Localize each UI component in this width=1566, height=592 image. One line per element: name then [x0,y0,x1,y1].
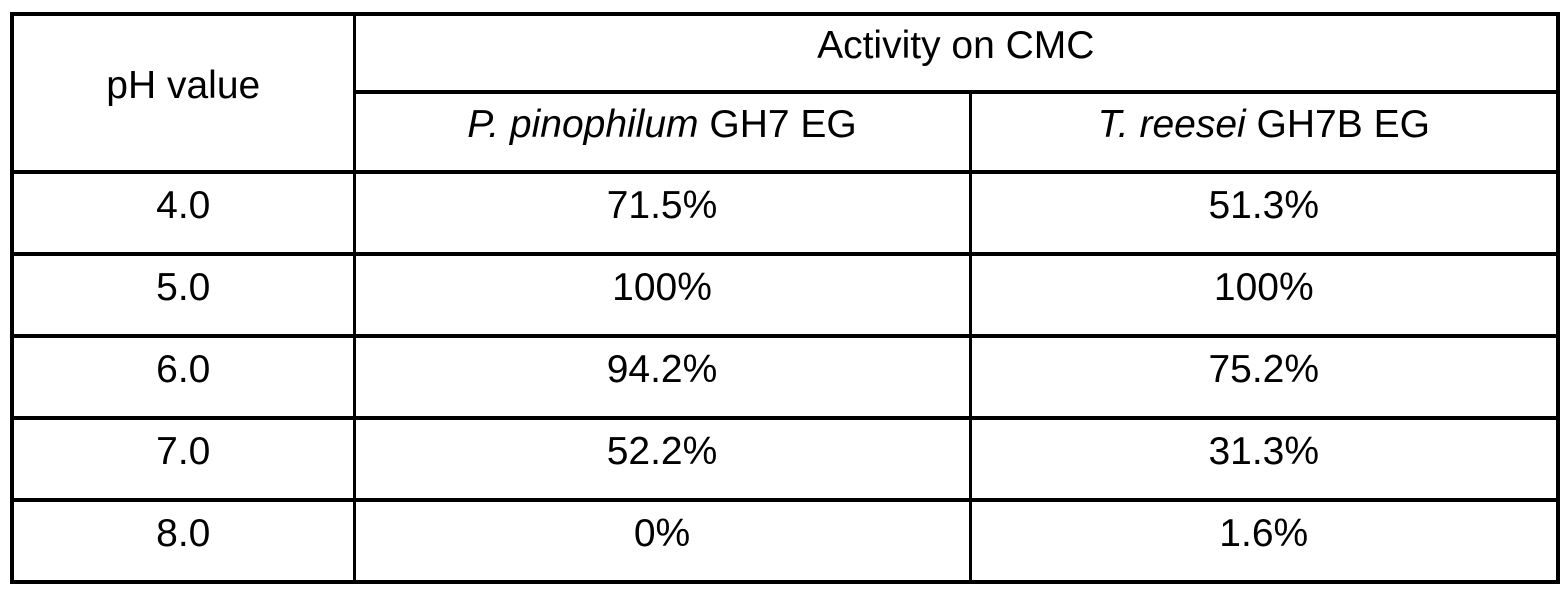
reesei-activity-cell: 1.6% [968,498,1560,584]
pinophilum-activity-cell: 52.2% [352,416,972,502]
table-row: 8.0 0% 1.6% [10,498,1560,584]
column-header-pinophilum: P. pinophilum GH7 EG [352,90,972,174]
column-header-reesei: T. reesei GH7B EG [968,90,1560,174]
activity-on-cmc-group-header: Activity on CMC [352,12,1560,94]
pinophilum-activity-cell: 71.5% [352,170,972,256]
pinophilum-activity-cell: 0% [352,498,972,584]
activity-on-cmc-table: pH value Activity on CMC P. pinophilum G… [10,12,1561,584]
pinophilum-activity-cell: 94.2% [352,334,972,420]
species-name-reesei: T. reesei [1097,103,1246,146]
reesei-activity-cell: 51.3% [968,170,1560,256]
ph-cell: 8.0 [10,498,356,584]
column-suffix-pinophilum: GH7 EG [698,103,857,146]
reesei-activity-cell: 100% [968,252,1560,338]
table-row: 4.0 71.5% 51.3% [10,170,1560,256]
table-subheader-row: P. pinophilum GH7 EG T. reesei GH7B EG [12,90,1560,174]
ph-cell: 6.0 [10,334,356,420]
ph-cell: 7.0 [10,416,356,502]
reesei-activity-cell: 31.3% [968,416,1560,502]
table-header-row: pH value Activity on CMC [10,12,1560,174]
ph-cell: 4.0 [10,170,356,256]
table-row: 7.0 52.2% 31.3% [10,416,1560,502]
ph-value-header: pH value [10,12,356,174]
column-suffix-reesei: GH7B EG [1245,103,1430,146]
reesei-activity-cell: 75.2% [968,334,1560,420]
table-row: 6.0 94.2% 75.2% [10,334,1560,420]
pinophilum-activity-cell: 100% [352,252,972,338]
ph-cell: 5.0 [10,252,356,338]
species-name-pinophilum: P. pinophilum [467,103,699,146]
table-row: 5.0 100% 100% [10,252,1560,338]
